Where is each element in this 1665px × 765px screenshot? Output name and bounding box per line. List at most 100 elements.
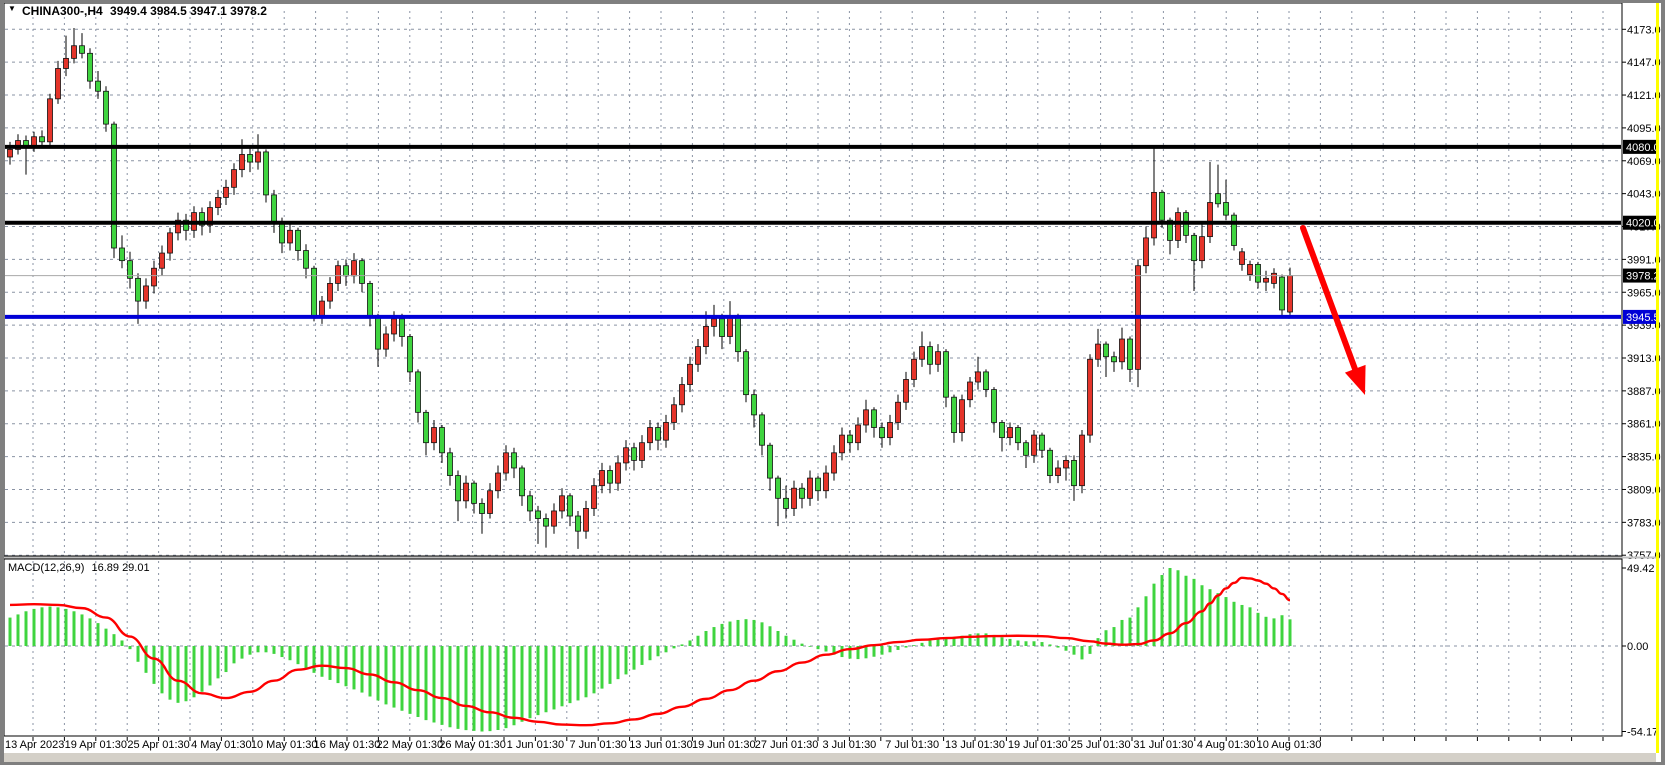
bear-candle-body [423,411,429,444]
bear-candle-body [279,222,285,244]
bear-candle-body [719,318,725,337]
macd-signal-line [9,576,1291,727]
bear-candle-body [119,247,125,262]
bull-candle-body [591,485,597,509]
bear-candle-body [1103,343,1109,358]
macd-axis-label: 49.42 [1627,563,1655,575]
bear-candle-body [303,250,309,269]
chart-title: CHINA300-,H4 3949.4 3984.5 3947.1 3978.2 [22,4,271,18]
time-axis-label: 26 May 01:30 [439,739,506,751]
bear-candle-body [375,315,381,350]
bear-candle-body [79,45,85,54]
trend-arrow-shaft[interactable] [1300,225,1358,372]
price-axis-label: 3835.0 [1627,452,1661,464]
time-axis-label: 10 May 01:30 [251,739,318,751]
chart-symbol-period: CHINA300-,H4 [22,4,103,18]
bear-candle-body [1015,427,1021,444]
bull-candle-body [1151,191,1157,239]
bear-candle-body [1047,449,1053,476]
bull-candle-body [887,422,893,439]
bear-candle-body [183,219,189,231]
time-axis[interactable]: 13 Apr 2023 19 Apr 01:30 25 Apr 01:30 4 May… [5,737,1604,751]
time-axis-label: 4 May 01:30 [191,739,252,751]
price-axis-label: 4147.0 [1627,57,1661,69]
bear-candle-body [135,277,141,302]
bull-candle-body [1143,237,1149,267]
bull-candle-body [727,315,733,337]
macd-axis-labels: 49.42 0.00 -54.17 [5,563,1658,739]
bull-candle-body [503,452,509,474]
bull-candle-body [807,477,813,499]
bull-candle-body [327,283,333,302]
bear-candle-body [399,318,405,337]
bear-candle-body [1279,276,1285,311]
bull-candle-body [159,252,165,269]
bull-candle-body [831,452,837,474]
price-axis-label: 3887.0 [1627,386,1661,398]
time-axis-label: 31 Jul 01:30 [1133,739,1193,751]
bear-candle-body [295,229,301,251]
bear-candle-body [455,475,461,502]
bull-candle-body [495,472,501,492]
price-axis-label: 4121.0 [1627,90,1661,102]
bull-candle-body [551,510,557,527]
time-axis-label: 13 Apr 2023 [5,739,64,751]
macd-axis-label: -54.17 [1627,727,1658,739]
window-frame-top [0,0,1665,3]
window-frame-right [1661,0,1665,765]
window-frame-bottom [0,762,1665,765]
bull-candle-body [463,482,469,502]
time-axis-label: 19 Apr 01:30 [65,739,127,751]
bull-candle-body [487,490,493,514]
bull-candle-body [895,401,901,423]
bear-candle-body [983,371,989,390]
bull-candle-body [7,148,13,158]
bull-candle-body [223,186,229,198]
bull-candle-body [823,472,829,492]
bull-candle-body [287,229,293,244]
bull-candle-body [647,427,653,444]
bull-candle-body [1207,202,1213,238]
bull-candle-body [1175,212,1181,241]
bear-candle-body [759,414,765,446]
bear-candle-body [1167,219,1173,241]
bull-candle-body [1031,434,1037,456]
bear-candle-body [879,427,885,439]
bull-candle-body [671,404,677,423]
bull-candle-body [935,351,941,365]
bear-candle-body [631,447,637,461]
time-axis-label: 16 May 01:30 [314,739,381,751]
price-axis-label: 3757.0 [1627,550,1661,562]
bull-candle-body [1239,251,1245,265]
bull-candle-body [559,495,565,512]
bull-candle-body [863,409,869,426]
bear-candle-body [751,394,757,416]
bear-candle-body [359,260,365,284]
macd-axis-label: 0.00 [1627,641,1648,653]
time-axis-label: 19 Jul 01:30 [1008,739,1068,751]
time-axis-label: 4 Aug 01:30 [1197,739,1256,751]
bear-candle-body [1231,214,1237,246]
bear-candle-body [1127,338,1133,370]
time-axis-label: 22 May 01:30 [376,739,443,751]
candles-layer [7,28,1293,549]
bull-candle-body [143,285,149,302]
bull-candle-body [687,363,693,385]
bull-candle-body [47,98,53,143]
bear-candle-body [367,283,373,317]
bear-candle-body [471,482,477,504]
time-axis-label: 10 Aug 01:30 [1257,739,1322,751]
price-tag-text: 4080.0 [1626,142,1660,154]
symbol-dropdown-icon[interactable]: ▼ [8,4,16,13]
bull-candle-body [1263,277,1269,283]
bear-candle-body [343,265,349,277]
horizontal-lines[interactable] [5,144,1621,319]
trend-arrow[interactable] [1300,225,1366,395]
macd-indicator-label: MACD(12,26,9) 16.89 29.01 [8,562,154,574]
price-tag-text: 3978.2 [1626,271,1660,283]
time-axis-label: 19 Jun 01:30 [692,739,756,751]
bear-candle-body [511,452,517,469]
bull-candle-body [967,381,973,401]
